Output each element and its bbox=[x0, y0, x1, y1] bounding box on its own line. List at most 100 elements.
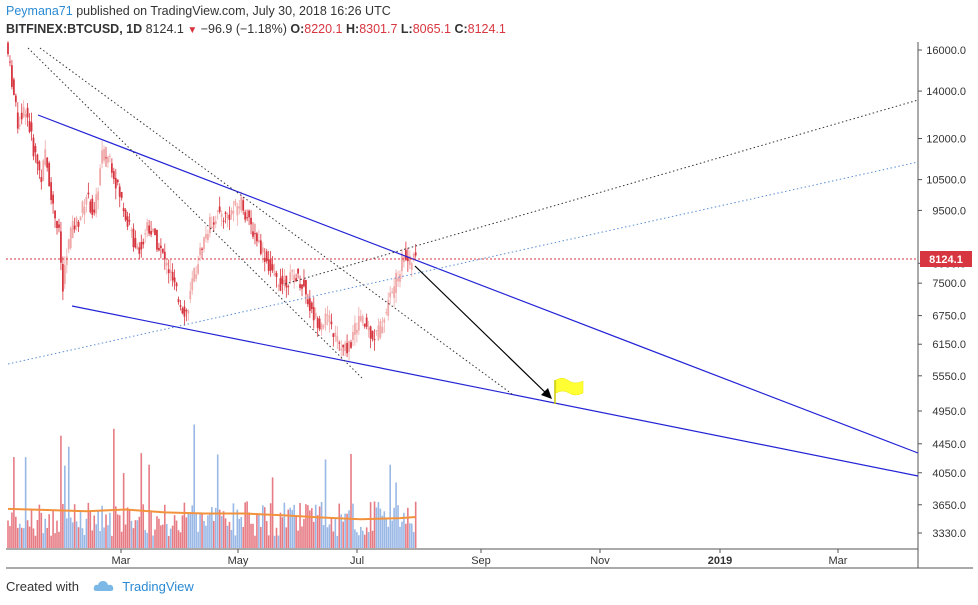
volume-bar bbox=[407, 507, 409, 548]
volume-bar bbox=[379, 508, 382, 548]
candle-body bbox=[310, 302, 313, 310]
y-tick-label: 9500.0 bbox=[932, 205, 966, 217]
x-tick-label: Jul bbox=[350, 555, 364, 567]
candle-body bbox=[60, 231, 62, 263]
volume-ma-line bbox=[7, 507, 416, 521]
candle-body bbox=[305, 279, 307, 295]
volume-bar bbox=[116, 514, 119, 548]
volume-bar bbox=[11, 512, 13, 548]
candle-body bbox=[324, 313, 327, 326]
candle-body bbox=[355, 329, 358, 334]
symbol-label[interactable]: BITFINEX:BTCUSD, 1D bbox=[6, 22, 143, 36]
volume-bar bbox=[107, 525, 109, 548]
volume-bar bbox=[387, 526, 390, 548]
candle-body bbox=[385, 312, 388, 314]
candle-body bbox=[344, 343, 347, 352]
tradingview-link[interactable]: TradingView bbox=[122, 579, 194, 594]
candle-body bbox=[408, 255, 411, 265]
candle-body bbox=[134, 238, 137, 248]
candle-body bbox=[114, 177, 117, 189]
volume-bar bbox=[56, 520, 58, 548]
candle-body bbox=[120, 192, 123, 198]
volume-bar bbox=[369, 502, 372, 548]
volume-bar bbox=[32, 528, 35, 548]
candle-body bbox=[250, 217, 252, 225]
volume-bar bbox=[138, 516, 141, 548]
candle-body bbox=[389, 292, 392, 298]
candle-body bbox=[103, 149, 105, 161]
volume-bar bbox=[365, 527, 368, 548]
volume-bar bbox=[301, 526, 303, 548]
candle-body bbox=[161, 248, 164, 253]
volume-bar bbox=[322, 525, 325, 548]
volume-bar bbox=[46, 527, 48, 548]
candle-body bbox=[257, 239, 260, 243]
candle-body bbox=[89, 201, 92, 213]
volume-bar bbox=[64, 465, 66, 548]
volume-bar bbox=[67, 446, 70, 548]
author-link[interactable]: Peymana71 bbox=[6, 4, 73, 18]
volume-bar bbox=[412, 531, 415, 548]
volume-bar bbox=[216, 454, 219, 548]
candle-body bbox=[132, 228, 135, 248]
tradingview-logo-icon[interactable] bbox=[93, 577, 115, 599]
volume-bar bbox=[234, 535, 237, 548]
candle-body bbox=[242, 200, 245, 211]
candle-body bbox=[40, 177, 43, 183]
volume-bar bbox=[224, 518, 227, 548]
candle-body bbox=[18, 124, 21, 127]
candle-body bbox=[50, 182, 53, 201]
volume-bar bbox=[73, 504, 76, 548]
volume-bar bbox=[183, 502, 186, 548]
drawings bbox=[6, 47, 919, 477]
volume-bar bbox=[279, 512, 282, 548]
price-axis[interactable]: 16000.014000.012000.010500.09500.08000.0… bbox=[918, 45, 966, 540]
candle-body bbox=[22, 107, 25, 117]
projection-arrow bbox=[414, 265, 551, 398]
lower-trendline bbox=[71, 305, 919, 477]
volume-bar bbox=[211, 507, 213, 548]
candle-body bbox=[297, 268, 299, 274]
candle-body bbox=[397, 277, 399, 282]
candle-body bbox=[124, 209, 127, 221]
volume-bar bbox=[38, 504, 41, 548]
volume-bar bbox=[136, 520, 139, 548]
volume-bar bbox=[277, 535, 280, 548]
candle-body bbox=[252, 231, 254, 237]
candle-body bbox=[303, 279, 305, 287]
volume-bar bbox=[360, 526, 362, 548]
volume-bar bbox=[405, 523, 407, 548]
volume-bar bbox=[179, 532, 182, 548]
last-price: 8124.1 bbox=[145, 22, 184, 36]
high-value: 8301.7 bbox=[359, 22, 398, 36]
candle-body bbox=[54, 210, 56, 219]
volume-bar bbox=[187, 513, 190, 548]
volume-bar bbox=[66, 518, 68, 548]
candle-body bbox=[122, 207, 125, 212]
candle-body bbox=[399, 274, 401, 282]
volume-bar bbox=[311, 508, 313, 548]
candle-body bbox=[348, 340, 350, 352]
candle-body bbox=[246, 217, 249, 219]
volume-bar bbox=[373, 501, 376, 548]
candle-body bbox=[179, 305, 182, 307]
x-tick-label: Nov bbox=[590, 555, 610, 567]
candle-body bbox=[107, 156, 109, 163]
time-axis[interactable]: Mar May Jul Sep Nov 2019 Mar bbox=[112, 549, 848, 567]
volume-bar bbox=[83, 534, 86, 548]
volume-bar bbox=[383, 511, 386, 548]
volume-bar bbox=[393, 507, 395, 548]
volume-bar bbox=[40, 512, 43, 548]
close-label: C: bbox=[454, 22, 468, 36]
volume-bar bbox=[60, 435, 62, 548]
volume-bar bbox=[162, 524, 164, 548]
volume-bar bbox=[148, 464, 150, 548]
candle-body bbox=[109, 155, 111, 157]
candle-body bbox=[210, 226, 213, 229]
publish-line: Peymana71 published on TradingView.com, … bbox=[6, 3, 966, 20]
candle-body bbox=[263, 257, 266, 262]
last-price-label: 8124.1 bbox=[929, 254, 963, 266]
volume-bar bbox=[336, 535, 339, 548]
volume-bar bbox=[171, 525, 174, 548]
